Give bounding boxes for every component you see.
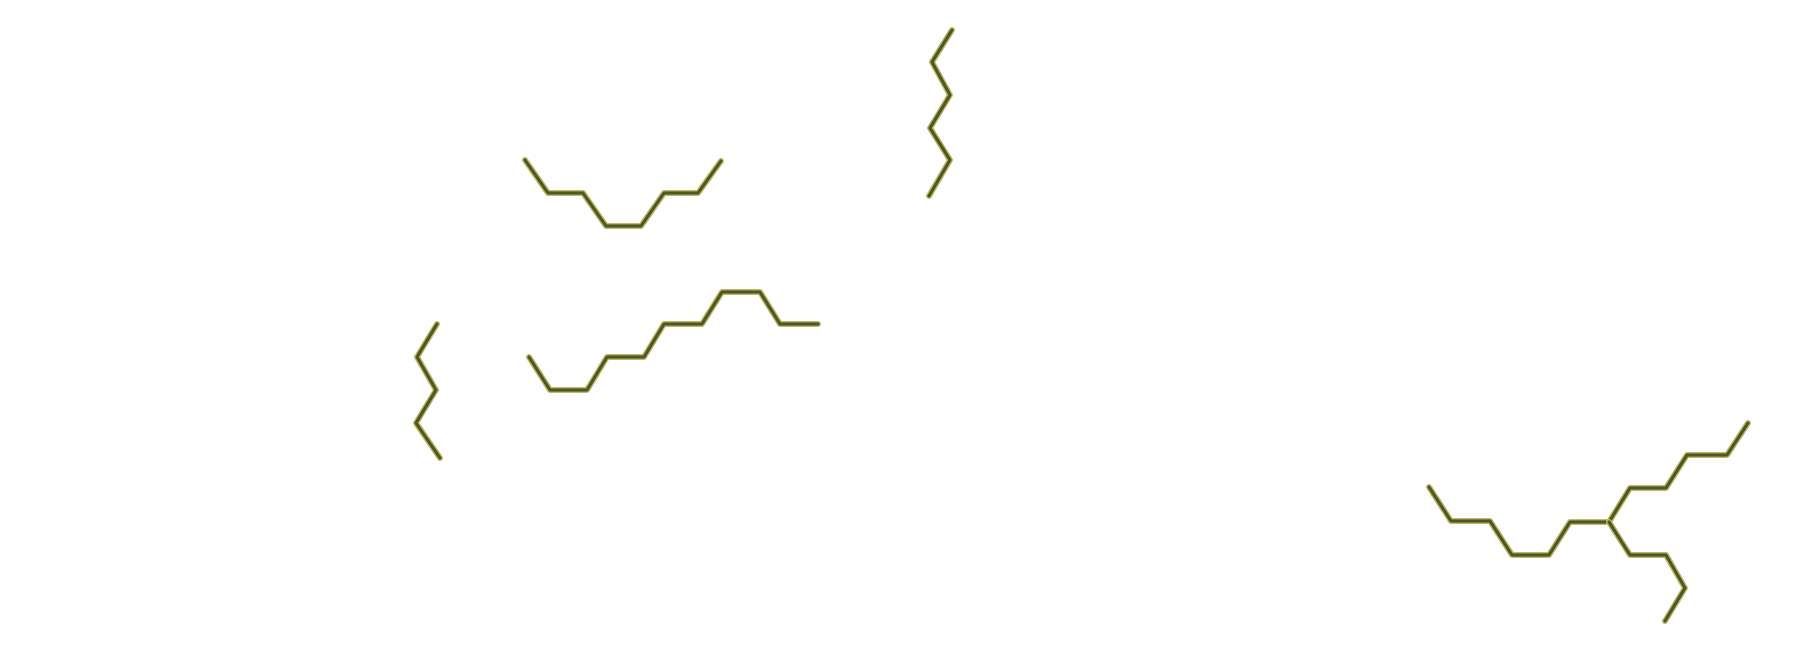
- bond-outline: [526, 289, 821, 393]
- chain-branched: [1426, 420, 1751, 624]
- chain-u-shape: [522, 157, 724, 229]
- bond-line: [927, 28, 954, 198]
- chain-long-wave: [526, 289, 821, 393]
- bond-line: [527, 290, 820, 392]
- bond-outline: [1426, 420, 1751, 558]
- chain-vertical-left: [413, 321, 443, 461]
- bond-line: [1427, 421, 1750, 557]
- chain-vertical-top: [926, 27, 955, 199]
- bond-line: [1607, 520, 1687, 623]
- bond-line: [414, 322, 442, 460]
- bond-line: [523, 158, 723, 228]
